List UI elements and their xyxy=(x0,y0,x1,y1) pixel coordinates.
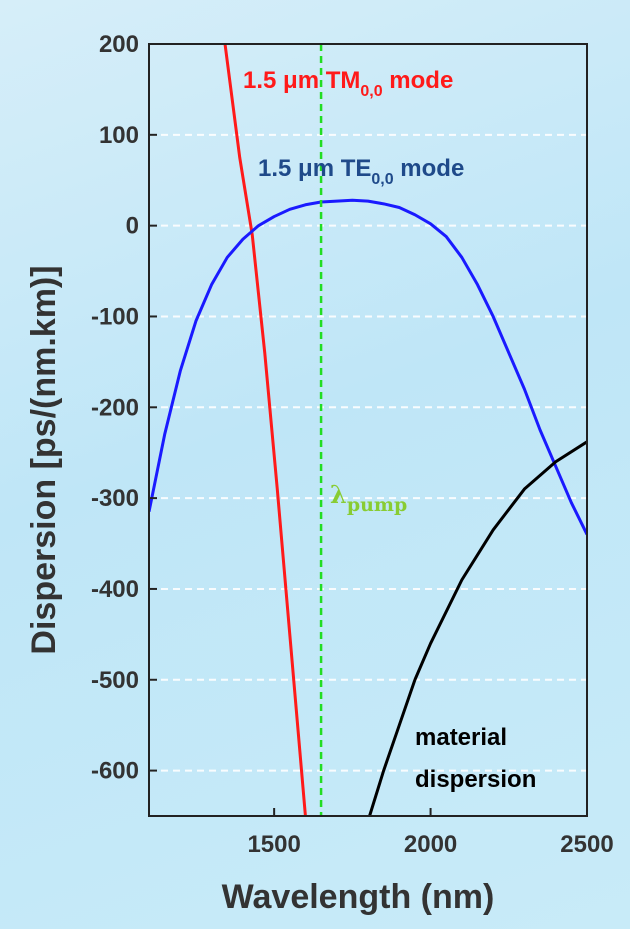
x-tick-label-1500: 1500 xyxy=(247,831,300,858)
series-lines xyxy=(149,44,587,816)
y-tick-label--200: -200 xyxy=(91,394,139,421)
te-mode-label-sub: 0,0 xyxy=(371,171,393,188)
material-label-line2: dispersion xyxy=(415,766,536,793)
x-tick-label-2000: 2000 xyxy=(404,831,457,858)
tm-mode-label: 1.5 μm TM0,0 mode xyxy=(243,67,453,100)
y-tick-label--400: -400 xyxy=(91,576,139,603)
y-tick-label--500: -500 xyxy=(91,667,139,694)
series-line-0 xyxy=(223,44,307,816)
axis-ticks: 200 100 0 -100 -200 -300 -400 -500 -600 1500 2000 2… xyxy=(25,31,614,916)
y-tick-label--600: -600 xyxy=(91,758,139,785)
pump-label-sub: pump xyxy=(347,494,408,516)
te-mode-label-suffix: mode xyxy=(394,155,465,182)
y-tick-label--100: -100 xyxy=(91,303,139,330)
pump-label-main: λ xyxy=(330,480,347,509)
series-line-1 xyxy=(149,198,587,536)
y-tick-label-0: 0 xyxy=(126,213,139,240)
material-label-line1: material xyxy=(415,724,507,751)
x-tick-label-2500: 2500 xyxy=(560,831,613,858)
tm-mode-label-sub: 0,0 xyxy=(360,83,382,100)
y-axis-title: Dispersion [ps/(nm.km)] xyxy=(25,265,63,654)
grid-lines xyxy=(149,133,587,772)
plot-area-frame xyxy=(148,43,588,817)
y-tick-label--300: -300 xyxy=(91,485,139,512)
series-line-2 xyxy=(368,440,587,816)
tm-mode-label-prefix: 1.5 μm TM xyxy=(243,67,360,94)
tm-mode-label-suffix: mode xyxy=(383,67,454,94)
y-tick-label-100: 100 xyxy=(99,122,139,149)
y-tick-label-200: 200 xyxy=(99,31,139,58)
te-mode-label-prefix: 1.5 μm TE xyxy=(258,155,371,182)
pump-label: λpump xyxy=(330,480,407,516)
x-axis-title: Wavelength (nm) xyxy=(222,878,495,916)
te-mode-label: 1.5 μm TE0,0 mode xyxy=(258,155,464,188)
